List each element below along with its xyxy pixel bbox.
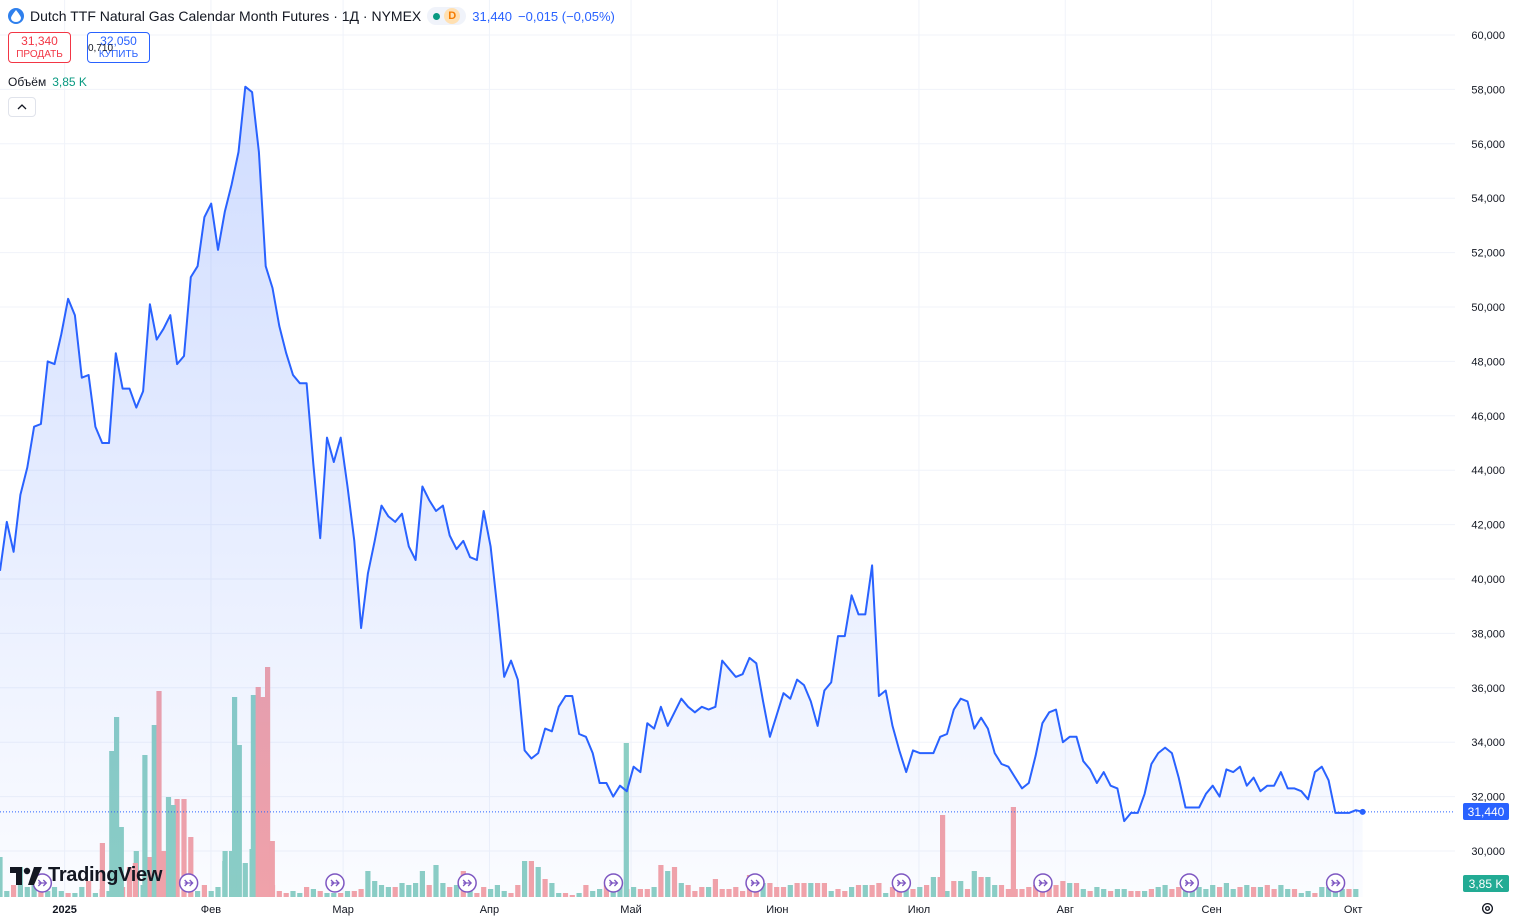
price-area-fill — [0, 86, 1363, 897]
last-price-dot — [1359, 808, 1366, 815]
event-marker-arrow — [37, 879, 48, 887]
y-tick-label: 54,000 — [1471, 193, 1505, 205]
dividend-arrow-icon — [745, 873, 765, 893]
sell-button[interactable]: 31,340 ПРОДАТЬ — [8, 32, 71, 63]
chevron-up-icon — [17, 104, 27, 110]
dividend-arrow-icon — [178, 873, 199, 893]
buy-label: КУПИТЬ — [98, 48, 139, 60]
event-marker-arrow — [608, 879, 619, 887]
event-marker-arrow — [462, 879, 473, 887]
y-tick-label: 34,000 — [1471, 737, 1505, 749]
dividend-arrow-icon — [1325, 873, 1346, 893]
dividend-arrow-icon — [891, 873, 912, 893]
green-dot-icon — [433, 12, 441, 20]
x-tick-label: Фев — [201, 904, 221, 916]
x-tick-label: Окт — [1344, 904, 1363, 916]
sell-price: 31,340 — [21, 33, 58, 48]
collapse-legend-button[interactable] — [8, 97, 36, 117]
x-tick-label: Апр — [480, 904, 499, 916]
y-tick-label: 40,000 — [1471, 574, 1505, 586]
y-tick-label: 48,000 — [1471, 356, 1505, 368]
x-tick-label: Май — [620, 904, 642, 916]
x-axis: 2025 Фев Мар Апр Май Июн Июл Авг Сен Окт — [52, 904, 1362, 916]
y-tick-label: 56,000 — [1471, 139, 1505, 151]
spread-value: 0,710 — [88, 43, 114, 54]
dividend-arrow-icon — [603, 873, 624, 893]
gear-icon[interactable] — [1480, 901, 1495, 916]
symbol-header: Dutch TTF Natural Gas Calendar Month Fut… — [8, 6, 615, 26]
tradingview-logo-text: TradingView — [48, 864, 163, 886]
y-tick-label: 50,000 — [1471, 302, 1505, 314]
market-status-pill[interactable]: D — [427, 7, 467, 25]
y-tick-label: 44,000 — [1471, 465, 1505, 477]
y-tick-label: 38,000 — [1471, 628, 1505, 640]
event-marker-arrow — [330, 879, 340, 887]
drop-icon[interactable] — [8, 8, 24, 24]
volume-legend-value: 3,85 K — [52, 75, 87, 89]
dividend-arrow-icon — [1033, 873, 1053, 893]
y-tick-label: 36,000 — [1471, 683, 1505, 695]
event-marker-arrow — [184, 879, 194, 887]
x-tick-label: Авг — [1057, 904, 1074, 916]
event-marker-arrow — [896, 879, 907, 887]
y-tick-label: 30,000 — [1471, 846, 1505, 858]
y-axis: 60,000 58,000 56,000 54,000 52,000 50,000 48,0… — [1471, 30, 1505, 858]
symbol-title[interactable]: Dutch TTF Natural Gas Calendar Month Fut… — [30, 8, 422, 24]
volume-legend-label: Объём — [8, 75, 47, 89]
event-marker-arrow — [750, 879, 760, 887]
y-tick-label: 58,000 — [1471, 84, 1505, 96]
x-tick-label: Июл — [908, 904, 930, 916]
event-marker-arrow — [1184, 879, 1195, 887]
y-tick-label: 42,000 — [1471, 520, 1505, 532]
volume-legend[interactable]: Объём 3,85 K — [8, 75, 87, 89]
sell-label: ПРОДАТЬ — [16, 48, 63, 60]
price-change: −0,015 (−0,05%) — [518, 8, 615, 24]
last-volume-tag: 3,85 K — [1463, 875, 1509, 892]
x-tick-label: Мар — [332, 904, 354, 916]
x-tick-label: Июн — [766, 904, 788, 916]
last-price: 31,440 — [472, 8, 513, 24]
y-tick-label: 46,000 — [1471, 411, 1505, 423]
buy-button[interactable]: 32,050 КУПИТЬ — [87, 32, 150, 63]
price-line — [0, 85, 1363, 823]
y-tick-label: 60,000 — [1471, 30, 1505, 42]
last-price-tag: 31,440 — [1463, 803, 1509, 821]
tradingview-logo[interactable]: TradingView — [10, 864, 162, 887]
x-tick-label: 2025 — [52, 904, 76, 916]
dividend-arrow-icon — [457, 873, 477, 893]
tradingview-logo-icon — [10, 866, 42, 885]
dividend-arrow-icon — [325, 873, 345, 893]
buy-price: 32,050 — [100, 33, 137, 48]
x-tick-label: Сен — [1202, 904, 1222, 916]
trade-buttons: 31,340 ПРОДАТЬ 0,710 32,050 КУПИТЬ — [8, 32, 150, 63]
y-tick-label: 32,000 — [1471, 792, 1505, 804]
event-marker-arrow — [1038, 879, 1048, 887]
event-marker-arrow — [1331, 879, 1341, 887]
dividend-arrow-icon — [1179, 873, 1200, 893]
y-tick-label: 52,000 — [1471, 248, 1505, 260]
event-markers — [32, 873, 1346, 893]
status-badge: D — [444, 8, 461, 24]
